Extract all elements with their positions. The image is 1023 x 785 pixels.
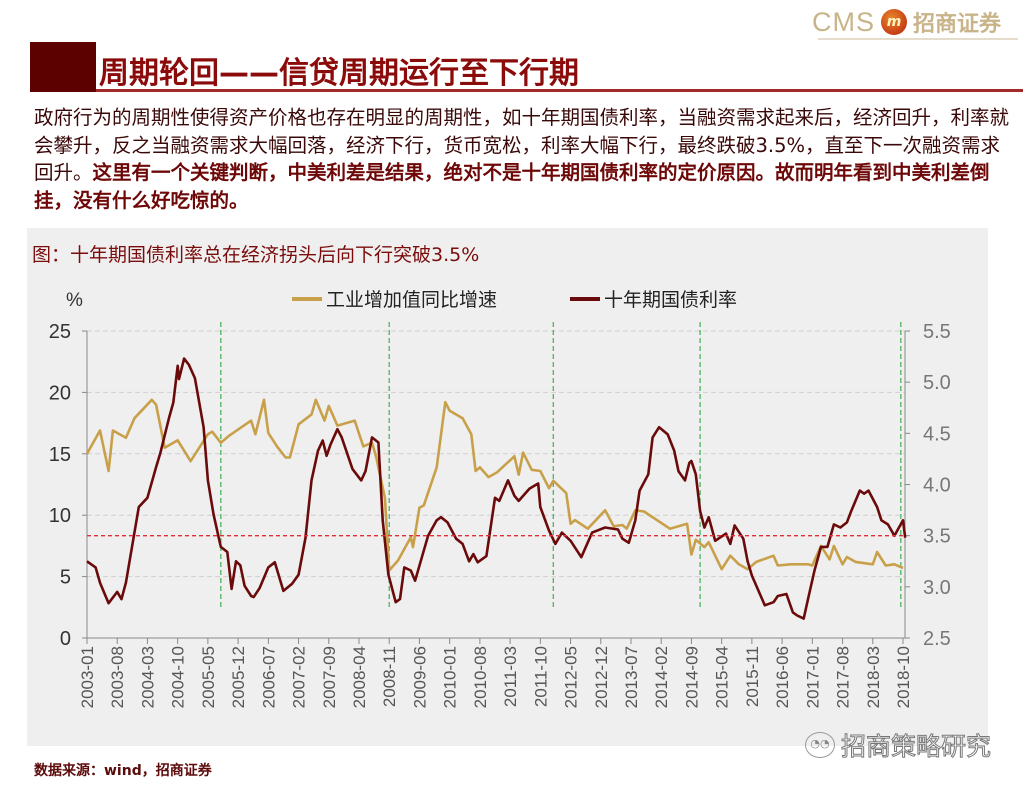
x-axis-tick-label: 2014-09 bbox=[682, 646, 701, 708]
left-axis-tick-label: 5 bbox=[60, 567, 71, 589]
paragraph-part-2-emphasis: 这里有一个关键判断，中美利差是结果，绝对不是十年期国债利率的定价原因。故而明年看… bbox=[34, 161, 990, 212]
x-axis-tick-label: 2012-12 bbox=[592, 646, 611, 708]
cms-logo: CMS m 招商证券 bbox=[812, 4, 1001, 40]
right-axis-tick-label: 4.0 bbox=[923, 475, 951, 497]
x-axis-tick-label: 2018-10 bbox=[894, 646, 913, 708]
x-axis-tick-label: 2004-10 bbox=[169, 646, 188, 708]
logo-text-en: CMS bbox=[812, 6, 875, 37]
left-axis-tick-label: 20 bbox=[49, 382, 71, 404]
x-axis-tick-label: 2015-11 bbox=[743, 646, 762, 707]
x-axis-tick-label: 2003-01 bbox=[78, 646, 97, 708]
x-axis-tick-label: 2015-04 bbox=[713, 646, 732, 708]
title-divider bbox=[96, 89, 1023, 92]
legend-label: 工业增加值同比增速 bbox=[326, 289, 497, 311]
right-axis-tick-label: 2.5 bbox=[923, 628, 951, 650]
title-accent-block bbox=[30, 42, 96, 92]
left-axis-tick-label: 10 bbox=[49, 505, 71, 527]
data-source: 数据来源：wind，招商证券 bbox=[34, 763, 212, 779]
watermark-text: 招商策略研究 bbox=[840, 732, 992, 762]
chart-panel bbox=[27, 228, 988, 746]
right-axis-tick-label: 3.0 bbox=[923, 577, 951, 599]
paragraph-part-1: 政府行为的周期性使得资产价格也存在明显的周期性，如十年期国债利率，当融资需求起来… bbox=[34, 106, 1010, 184]
watermark: ◔◔ 招商策略研究 bbox=[805, 727, 992, 763]
right-axis-tick-label: 4.5 bbox=[923, 423, 951, 445]
left-axis-tick-label: 15 bbox=[49, 444, 71, 466]
x-axis-tick-label: 2004-03 bbox=[138, 646, 157, 708]
x-axis-tick-label: 2003-08 bbox=[108, 646, 127, 708]
x-axis-tick-label: 2018-03 bbox=[864, 646, 883, 708]
x-axis-tick-label: 2008-04 bbox=[350, 646, 369, 708]
slide-title: 周期轮回——信贷周期运行至下行期 bbox=[99, 56, 579, 91]
right-axis-tick-label: 3.5 bbox=[923, 526, 951, 548]
series-line-industrial-growth bbox=[85, 398, 904, 572]
x-axis-tick-label: 2016-06 bbox=[773, 646, 792, 708]
x-axis-tick-label: 2007-09 bbox=[320, 646, 339, 708]
logo-underline bbox=[818, 38, 1018, 40]
chart-title: 图：十年期国债利率总在经济拐头后向下行突破3.5% bbox=[32, 244, 480, 266]
x-axis-tick-label: 2005-12 bbox=[229, 646, 248, 708]
x-axis-tick-label: 2011-10 bbox=[531, 646, 550, 707]
x-axis-tick-label: 2014-02 bbox=[652, 646, 671, 708]
x-axis-tick-label: 2011-03 bbox=[501, 646, 520, 707]
logo-mark-icon: m bbox=[881, 9, 907, 35]
x-axis-tick-label: 2012-05 bbox=[562, 646, 581, 708]
series-line-10y-bond-yield bbox=[86, 357, 907, 620]
x-axis-tick-label: 2017-01 bbox=[803, 646, 822, 708]
wechat-icon: ◔◔ bbox=[805, 732, 835, 758]
left-axis-unit: % bbox=[66, 290, 83, 311]
right-axis-tick-label: 5.5 bbox=[923, 321, 951, 343]
x-axis-tick-label: 2005-05 bbox=[199, 646, 218, 708]
body-paragraph: 政府行为的周期性使得资产价格也存在明显的周期性，如十年期国债利率，当融资需求起来… bbox=[34, 104, 1014, 214]
logo-text-cn: 招商证券 bbox=[913, 12, 1002, 37]
legend-label: 十年期国债利率 bbox=[604, 289, 737, 311]
left-axis-tick-label: 0 bbox=[60, 628, 71, 650]
x-axis-tick-label: 2007-02 bbox=[290, 646, 309, 708]
x-axis-tick-label: 2008-11 bbox=[380, 646, 399, 707]
x-axis-tick-label: 2017-08 bbox=[834, 646, 853, 708]
left-axis-tick-label: 25 bbox=[49, 321, 71, 343]
x-axis-tick-label: 2010-01 bbox=[441, 646, 460, 708]
x-axis-tick-label: 2006-07 bbox=[259, 646, 278, 708]
x-axis-tick-label: 2010-08 bbox=[471, 646, 490, 708]
right-axis-tick-label: 5.0 bbox=[923, 372, 951, 394]
x-axis-tick-label: 2013-07 bbox=[622, 646, 641, 708]
x-axis-tick-label: 2009-06 bbox=[410, 646, 429, 708]
